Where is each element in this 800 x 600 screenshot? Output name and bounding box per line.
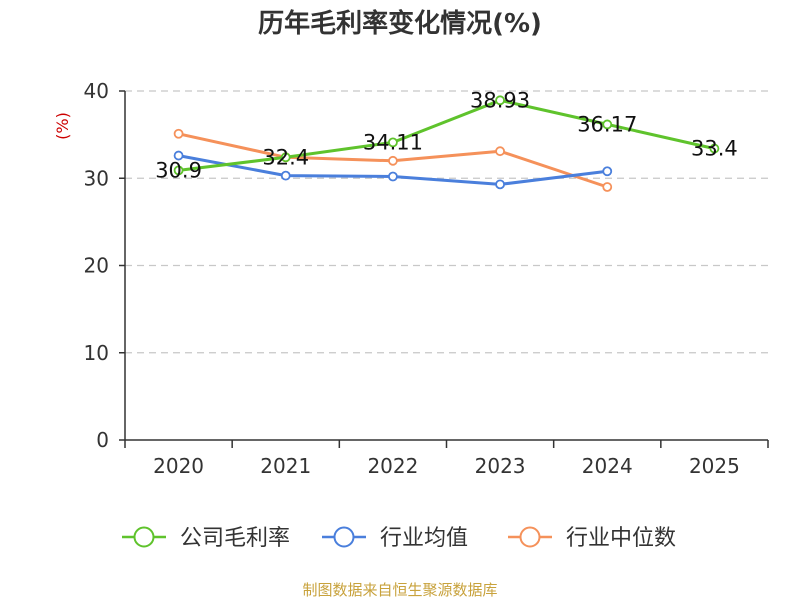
legend-item: 行业中位数 [508, 526, 676, 551]
y-tick-label: 40 [84, 79, 109, 103]
legend-label: 公司毛利率 [180, 526, 290, 551]
x-tick-label: 2024 [582, 454, 633, 478]
data-point [388, 137, 398, 148]
series-line [178, 98, 715, 172]
data-point [709, 143, 720, 154]
data-point [495, 95, 505, 106]
data-labels: 30.9 32.4 34.11 38.93 36.17 33.4 [155, 88, 738, 182]
data-point [173, 165, 184, 176]
data-label: 36.17 [577, 112, 637, 136]
axes: 0 10 20 30 40 2020 2021 2022 2023 2024 2025 [84, 79, 769, 478]
data-point [173, 150, 184, 161]
data-label: 34.11 [363, 130, 423, 154]
source-note: 制图数据来自恒生聚源数据库 [302, 581, 497, 599]
legend-marker [519, 526, 541, 548]
data-point [388, 155, 398, 166]
data-point [495, 146, 505, 157]
x-tick-label: 2023 [475, 454, 526, 478]
x-tick-label: 2022 [367, 454, 418, 478]
data-point [602, 166, 613, 177]
data-label: 33.4 [691, 137, 738, 161]
y-tick-label: 0 [96, 428, 109, 452]
y-tick-label: 20 [84, 254, 109, 278]
legend: 公司毛利率 行业均值 行业中位数 [122, 526, 676, 551]
data-point [280, 152, 291, 163]
legend-label: 行业均值 [380, 526, 468, 551]
data-point [495, 179, 505, 190]
y-axis-unit: (%) [53, 112, 72, 140]
data-point [602, 182, 613, 192]
data-point [602, 119, 613, 130]
x-tick-label: 2020 [153, 454, 204, 478]
legend-marker [133, 526, 155, 548]
series-lines [173, 95, 720, 192]
x-tick-label: 2025 [689, 454, 740, 478]
data-point [388, 171, 398, 182]
legend-item: 公司毛利率 [122, 526, 290, 551]
data-label: 38.93 [470, 88, 530, 112]
gridlines [125, 90, 768, 354]
y-tick-label: 30 [84, 166, 109, 190]
legend-item: 行业均值 [322, 526, 468, 551]
legend-label: 行业中位数 [566, 526, 676, 551]
data-point [173, 128, 184, 139]
y-tick-label: 10 [84, 341, 109, 365]
data-label: 32.4 [262, 145, 309, 169]
x-tick-label: 2021 [260, 454, 311, 478]
data-label: 30.9 [155, 158, 202, 182]
chart-title: 历年毛利率变化情况(%) [258, 8, 542, 39]
data-point [280, 170, 291, 181]
legend-marker [333, 526, 355, 548]
